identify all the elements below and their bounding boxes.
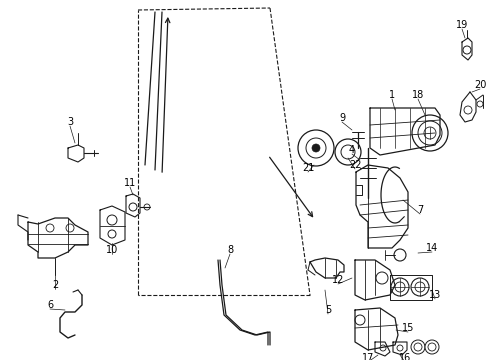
Circle shape: [424, 340, 438, 354]
Text: 17: 17: [361, 353, 373, 360]
Circle shape: [413, 343, 421, 351]
Circle shape: [393, 249, 405, 261]
Circle shape: [108, 230, 116, 238]
Text: 16: 16: [398, 353, 410, 360]
Text: 12: 12: [331, 275, 344, 285]
Circle shape: [311, 144, 319, 152]
Circle shape: [462, 46, 470, 54]
Circle shape: [423, 127, 435, 139]
Text: 19: 19: [455, 20, 467, 30]
Circle shape: [129, 203, 137, 211]
Text: 11: 11: [123, 178, 136, 188]
Text: 13: 13: [428, 290, 440, 300]
Text: 10: 10: [106, 245, 118, 255]
Circle shape: [390, 278, 408, 296]
Circle shape: [396, 345, 402, 351]
Circle shape: [476, 101, 482, 107]
Text: 21: 21: [301, 163, 314, 173]
Circle shape: [297, 130, 333, 166]
Text: 7: 7: [416, 205, 422, 215]
Circle shape: [411, 115, 447, 151]
Circle shape: [394, 282, 404, 292]
Text: 6: 6: [47, 300, 53, 310]
Circle shape: [46, 224, 54, 232]
Text: 22: 22: [348, 160, 361, 170]
Text: 4: 4: [348, 145, 354, 155]
Text: 2: 2: [52, 280, 58, 290]
Circle shape: [427, 343, 435, 351]
Text: 3: 3: [67, 117, 73, 127]
Circle shape: [463, 106, 471, 114]
Circle shape: [375, 272, 387, 284]
Circle shape: [379, 345, 385, 351]
Circle shape: [305, 138, 325, 158]
Text: 1: 1: [388, 90, 394, 100]
Circle shape: [417, 121, 441, 145]
Circle shape: [410, 340, 424, 354]
Circle shape: [143, 204, 150, 210]
Text: 14: 14: [425, 243, 437, 253]
Text: 20: 20: [473, 80, 485, 90]
Text: 8: 8: [226, 245, 233, 255]
Circle shape: [107, 215, 117, 225]
Circle shape: [66, 224, 74, 232]
Circle shape: [414, 282, 424, 292]
Text: 9: 9: [338, 113, 345, 123]
Circle shape: [340, 145, 354, 159]
Circle shape: [410, 278, 428, 296]
Circle shape: [354, 315, 364, 325]
Circle shape: [334, 139, 360, 165]
Text: 5: 5: [324, 305, 330, 315]
Text: 15: 15: [401, 323, 413, 333]
Text: 18: 18: [411, 90, 423, 100]
